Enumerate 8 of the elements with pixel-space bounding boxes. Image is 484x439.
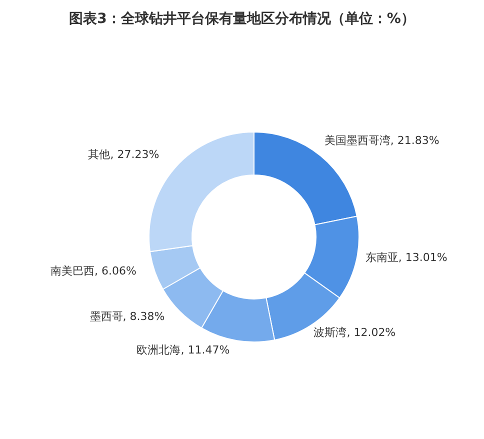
slice-label: 美国墨西哥湾, 21.83% (324, 134, 440, 147)
slice-label: 其他, 27.23% (88, 148, 160, 161)
slice-label: 波斯湾, 12.02% (314, 326, 396, 339)
slice-label: 东南亚, 13.01% (365, 250, 448, 264)
slice-label: 欧洲北海, 11.47% (136, 343, 230, 356)
chart-title: 图表3：全球钻井平台保有量地区分布情况（单位：%） (68, 10, 416, 28)
slice-label: 墨西哥, 8.38% (90, 310, 165, 324)
slice-label: 南美巴西, 6.06% (50, 264, 136, 278)
